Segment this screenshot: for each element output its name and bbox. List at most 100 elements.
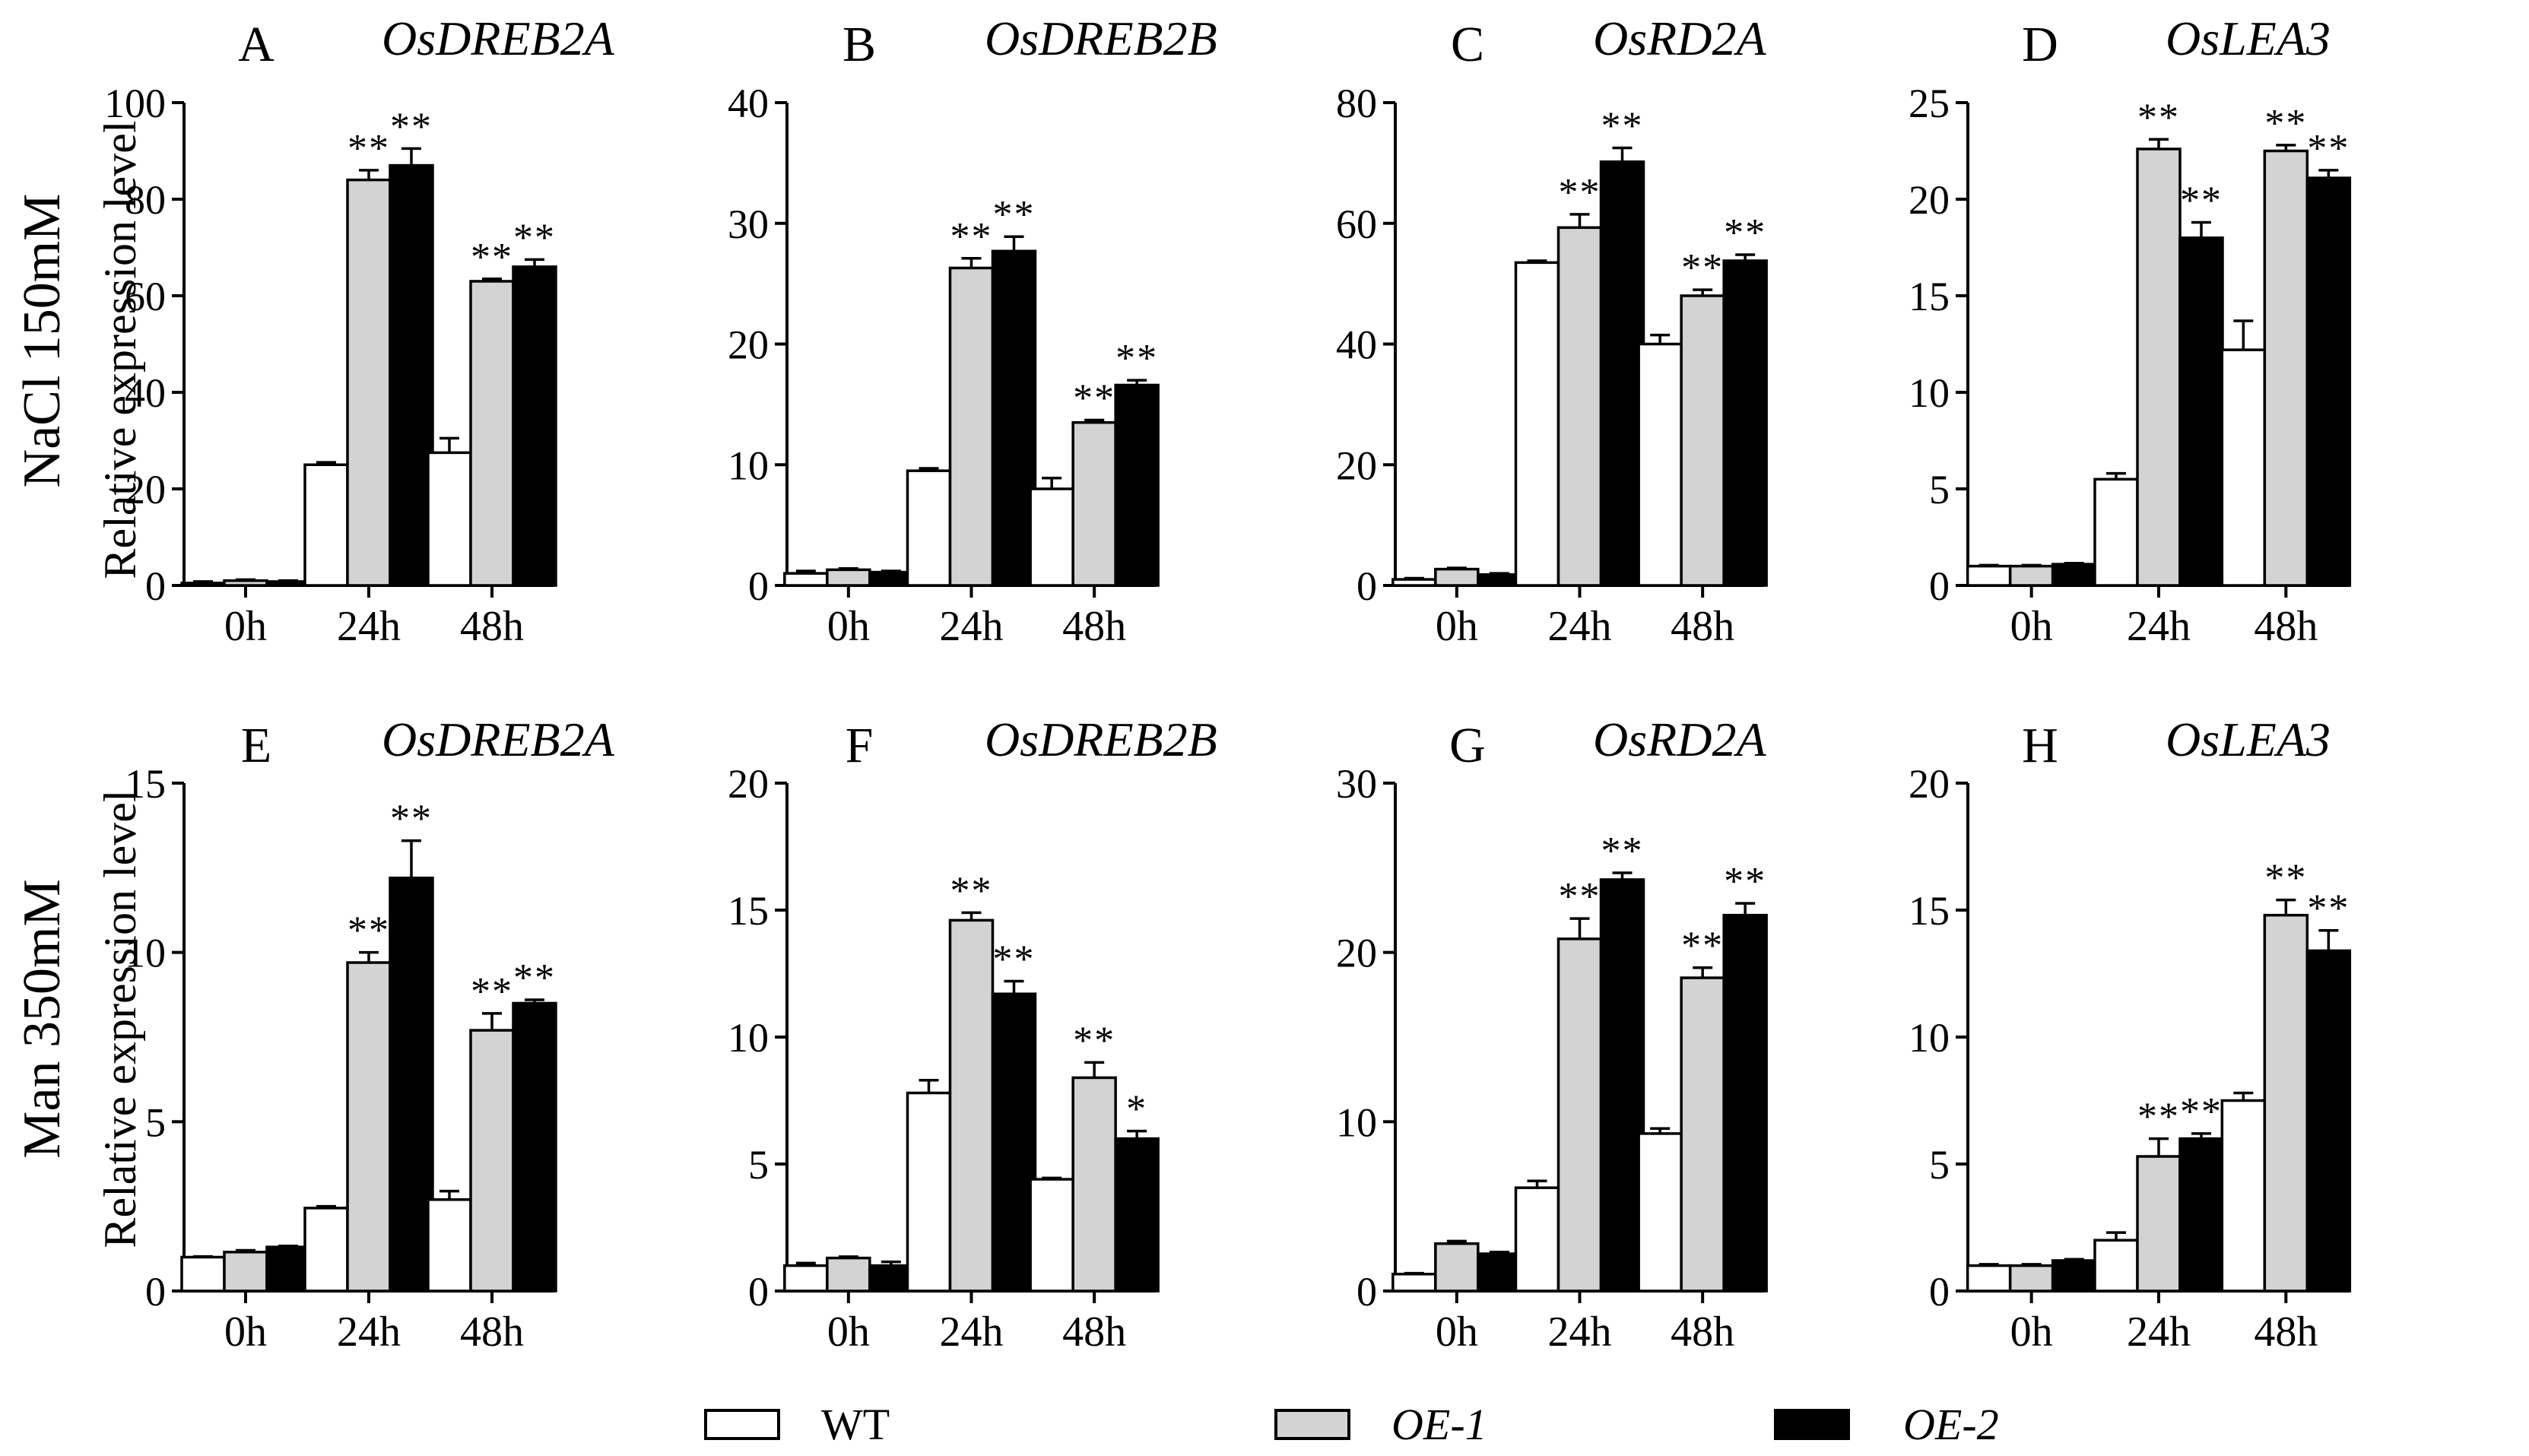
x-tick-label-f: 24h: [940, 1308, 1004, 1356]
y-tick-label-h: 15: [1909, 888, 1950, 934]
bar-g-oe-1: [1680, 976, 1725, 1293]
bar-f-oe-1: [826, 1256, 871, 1293]
bar-c-oe-1: [1434, 567, 1480, 587]
significance-marker-g: **: [1559, 875, 1601, 918]
panel-title-c: OsRD2A: [1593, 11, 1766, 65]
bar-d-oe-2: [2305, 176, 2352, 587]
legend-label-wt: WT: [821, 1400, 890, 1449]
bar-h-oe-2: [2178, 1137, 2224, 1293]
bar-a-oe-2: [512, 265, 557, 587]
y-tick-label-d: 0: [1929, 563, 1950, 609]
significance-marker-b: **: [993, 193, 1036, 236]
y-tick-label-c: 80: [1336, 81, 1377, 126]
y-tick-label-d: 25: [1909, 81, 1950, 126]
y-tick-label-f: 0: [748, 1269, 769, 1315]
significance-marker-e: **: [347, 909, 390, 953]
x-tick-label-b: 48h: [1062, 603, 1126, 650]
bar-c-wt: [1514, 261, 1560, 587]
significance-marker-c: **: [1724, 211, 1766, 255]
bar-b-oe-2: [991, 249, 1037, 587]
bar-g-wt: [1637, 1132, 1683, 1293]
significance-marker-a: **: [390, 105, 433, 148]
legend-swatch-oe1: [1274, 1409, 1350, 1440]
x-tick-label-e: 48h: [460, 1308, 524, 1356]
bar-e-oe-2: [389, 876, 434, 1293]
y-tick-label-e: 10: [125, 931, 166, 976]
bar-f-oe-1: [1071, 1076, 1117, 1293]
x-tick-label-h: 24h: [2127, 1308, 2191, 1356]
bar-b-wt: [906, 469, 952, 587]
y-tick-label-h: 20: [1909, 761, 1950, 807]
bar-a-oe-1: [223, 579, 268, 587]
x-tick-label-h: 0h: [2010, 1308, 2053, 1356]
significance-marker-h: **: [2307, 887, 2350, 931]
y-tick-label-a: 60: [125, 274, 166, 319]
bar-c-oe-1: [1680, 294, 1725, 587]
y-tick-label-f: 20: [728, 761, 769, 807]
y-tick-label-c: 0: [1357, 563, 1377, 609]
bar-h-oe-1: [2263, 913, 2309, 1293]
bar-g-oe-1: [1434, 1242, 1480, 1293]
bar-d-wt: [1966, 564, 2012, 587]
bar-a-wt: [303, 463, 349, 587]
bar-e-oe-1: [346, 961, 392, 1293]
bar-b-wt: [1029, 487, 1074, 587]
y-tick-label-c: 40: [1336, 322, 1377, 368]
bar-a-oe-1: [346, 178, 392, 587]
significance-marker-f: *: [1126, 1088, 1147, 1131]
panel-letter-a: A: [238, 17, 274, 72]
y-tick-label-h: 0: [1929, 1269, 1950, 1315]
bar-d-oe-2: [2051, 563, 2097, 587]
significance-marker-h: **: [2137, 1096, 2180, 1139]
x-tick-label-e: 24h: [337, 1308, 401, 1356]
bar-f-wt: [783, 1264, 829, 1293]
bar-e-wt: [180, 1255, 226, 1293]
panel-letter-c: C: [1451, 17, 1484, 72]
bar-d-oe-1: [2263, 149, 2309, 587]
bar-g-oe-1: [1556, 937, 1603, 1293]
significance-marker-f: **: [993, 938, 1036, 982]
x-tick-label-a: 48h: [460, 603, 524, 650]
bar-a-wt: [180, 582, 226, 587]
bar-g-wt: [1514, 1186, 1560, 1293]
bar-b-oe-1: [948, 266, 995, 587]
bar-g-oe-2: [1722, 913, 1768, 1293]
bar-e-oe-2: [512, 1001, 557, 1293]
bar-b-oe-2: [1114, 383, 1160, 587]
bar-b-oe-2: [868, 570, 914, 587]
legend-swatch-oe2: [1774, 1409, 1850, 1440]
bar-h-oe-1: [2136, 1155, 2182, 1293]
bar-c-wt: [1391, 578, 1437, 587]
legend-label-oe2: OE-2: [1903, 1400, 1999, 1449]
bar-b-oe-1: [826, 568, 871, 587]
significance-marker-g: **: [1601, 830, 1644, 873]
panel-letter-e: E: [241, 718, 271, 773]
significance-marker-b: **: [1073, 377, 1115, 420]
y-tick-label-b: 30: [728, 201, 769, 247]
y-tick-label-d: 5: [1929, 467, 1950, 512]
panel-title-f: OsDREB2B: [985, 712, 1217, 766]
x-tick-label-d: 0h: [2010, 603, 2053, 650]
bar-a-oe-2: [389, 163, 434, 587]
y-tick-label-g: 0: [1357, 1269, 1377, 1315]
y-tick-label-a: 40: [125, 370, 166, 416]
panel-letter-b: B: [842, 17, 876, 72]
bar-b-wt: [783, 572, 829, 587]
x-tick-label-c: 48h: [1671, 603, 1734, 650]
row-measure-label-1: Relative expression level: [95, 120, 145, 579]
significance-marker-f: **: [1073, 1019, 1115, 1062]
x-tick-label-g: 48h: [1671, 1308, 1734, 1356]
panel-letter-f: F: [846, 718, 874, 773]
y-tick-label-b: 20: [728, 322, 769, 368]
y-tick-label-g: 30: [1336, 761, 1377, 807]
y-tick-label-b: 0: [748, 563, 769, 609]
x-tick-label-b: 24h: [940, 603, 1004, 650]
bar-f-oe-2: [1114, 1137, 1160, 1293]
y-tick-label-f: 5: [748, 1142, 769, 1188]
